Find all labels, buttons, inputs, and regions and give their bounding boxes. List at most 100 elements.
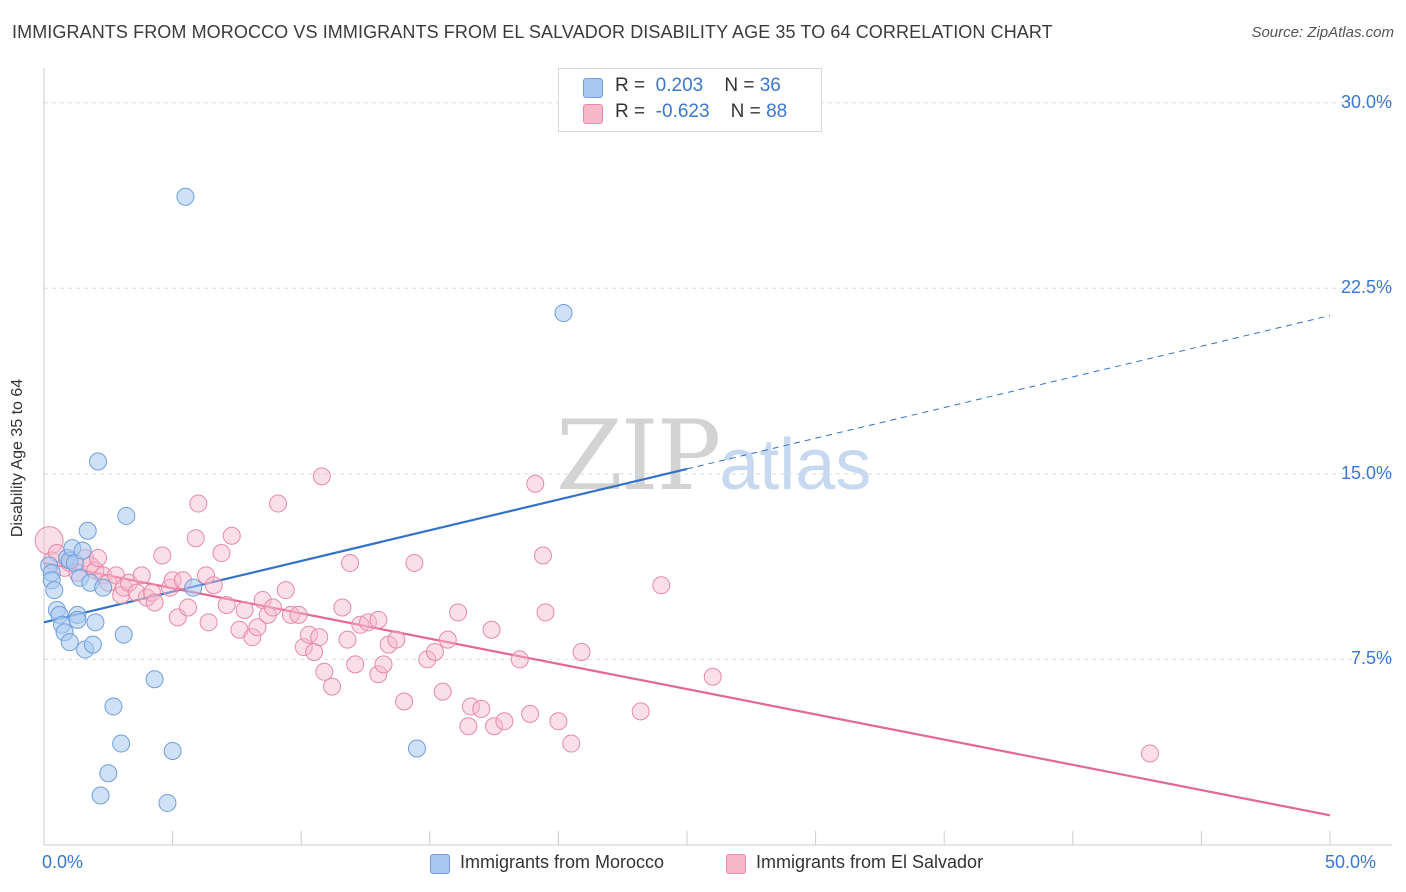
- legend-r-label: R =: [615, 101, 646, 122]
- point-morocco: [45, 581, 64, 600]
- legend-r-value-salvador: -0.623: [655, 101, 710, 122]
- point-morocco: [117, 506, 136, 525]
- point-salvador: [132, 566, 151, 585]
- legend-n-value-morocco: 36: [759, 75, 781, 96]
- point-salvador: [289, 605, 308, 624]
- trend-lines: [43, 315, 1331, 817]
- legend-n-value-salvador: 88: [766, 101, 788, 122]
- data-points: [34, 187, 1159, 812]
- point-salvador: [179, 598, 198, 617]
- point-salvador: [438, 630, 457, 649]
- y-tick-label: 22.5%: [1340, 277, 1392, 298]
- trend-line-morocco-extension: [686, 315, 1331, 470]
- point-salvador: [189, 494, 208, 513]
- point-salvador: [562, 734, 581, 753]
- point-morocco: [78, 521, 97, 540]
- point-salvador: [186, 529, 205, 548]
- y-tick-label: 15.0%: [1340, 462, 1392, 483]
- point-morocco: [68, 610, 87, 629]
- point-salvador: [217, 596, 236, 615]
- point-salvador: [145, 593, 164, 612]
- series-name-morocco: Immigrants from Morocco: [460, 852, 665, 872]
- point-salvador: [533, 546, 552, 565]
- point-salvador: [418, 650, 437, 669]
- point-morocco: [184, 578, 203, 597]
- legend-r-label: R =: [615, 75, 646, 96]
- point-salvador: [34, 526, 64, 556]
- series-name-salvador: Immigrants from El Salvador: [756, 852, 984, 872]
- trend-line-salvador: [43, 561, 1331, 817]
- point-salvador: [163, 571, 182, 590]
- point-salvador: [269, 494, 288, 513]
- point-salvador: [495, 712, 514, 731]
- point-salvador: [333, 598, 352, 617]
- point-salvador: [315, 662, 334, 681]
- point-morocco: [554, 304, 573, 323]
- legend-n-label: N =: [724, 75, 755, 96]
- series-swatch-salvador: [726, 854, 746, 874]
- point-salvador: [703, 667, 722, 686]
- grid-lines: [44, 102, 1392, 660]
- point-salvador: [485, 717, 504, 736]
- point-salvador: [127, 583, 146, 602]
- point-morocco: [94, 578, 113, 597]
- point-salvador: [312, 467, 331, 486]
- legend-r-value-morocco: 0.203: [655, 75, 704, 96]
- point-salvador: [338, 630, 357, 649]
- point-morocco: [145, 670, 164, 689]
- point-salvador: [346, 655, 365, 674]
- point-morocco: [99, 764, 118, 783]
- point-salvador: [359, 613, 378, 632]
- point-morocco: [114, 625, 133, 644]
- point-salvador: [1140, 744, 1159, 763]
- point-salvador: [433, 682, 452, 701]
- trend-line-morocco: [43, 467, 688, 624]
- point-salvador: [243, 628, 262, 647]
- point-morocco: [112, 734, 131, 753]
- point-morocco: [83, 635, 102, 654]
- point-salvador: [204, 576, 223, 595]
- point-salvador: [652, 576, 671, 595]
- point-salvador: [89, 548, 108, 567]
- watermark-atlas: atlas: [719, 425, 872, 505]
- point-salvador: [449, 603, 468, 622]
- y-tick-label: 30.0%: [1340, 91, 1392, 112]
- point-salvador: [369, 665, 388, 684]
- point-salvador: [536, 603, 555, 622]
- point-salvador: [521, 704, 540, 723]
- y-tick-label: 7.5%: [1350, 648, 1392, 669]
- point-morocco: [104, 697, 123, 716]
- point-salvador: [510, 650, 529, 669]
- point-salvador: [572, 643, 591, 662]
- x-tick-label-min: 0.0%: [42, 852, 84, 872]
- point-salvador: [395, 692, 414, 711]
- point-salvador: [199, 613, 218, 632]
- legend-swatch-morocco: [583, 78, 603, 98]
- chart-title: IMMIGRANTS FROM MOROCCO VS IMMIGRANTS FR…: [12, 22, 1053, 42]
- point-salvador: [263, 598, 282, 617]
- point-salvador: [299, 625, 318, 644]
- x-tick-label-max: 50.0%: [1325, 852, 1377, 872]
- legend-n-label: N =: [730, 101, 761, 122]
- y-axis-label: Disability Age 35 to 64: [9, 378, 26, 538]
- point-salvador: [405, 553, 424, 572]
- point-salvador: [374, 655, 393, 674]
- point-salvador: [425, 643, 444, 662]
- point-salvador: [631, 702, 650, 721]
- point-morocco: [176, 187, 195, 206]
- correlation-legend: R = 0.203 N = 36 R = -0.623 N = 88: [558, 68, 822, 132]
- point-morocco: [91, 786, 110, 805]
- point-salvador: [323, 677, 342, 696]
- series-swatch-morocco: [430, 854, 450, 874]
- point-morocco: [86, 613, 105, 632]
- point-salvador: [369, 610, 388, 629]
- point-salvador: [482, 620, 501, 639]
- point-salvador: [549, 712, 568, 731]
- point-salvador: [222, 526, 241, 545]
- source-credit: Source: ZipAtlas.com: [1251, 24, 1394, 41]
- point-salvador: [461, 697, 480, 716]
- point-salvador: [212, 544, 231, 563]
- point-salvador: [197, 566, 216, 585]
- point-morocco: [163, 741, 182, 760]
